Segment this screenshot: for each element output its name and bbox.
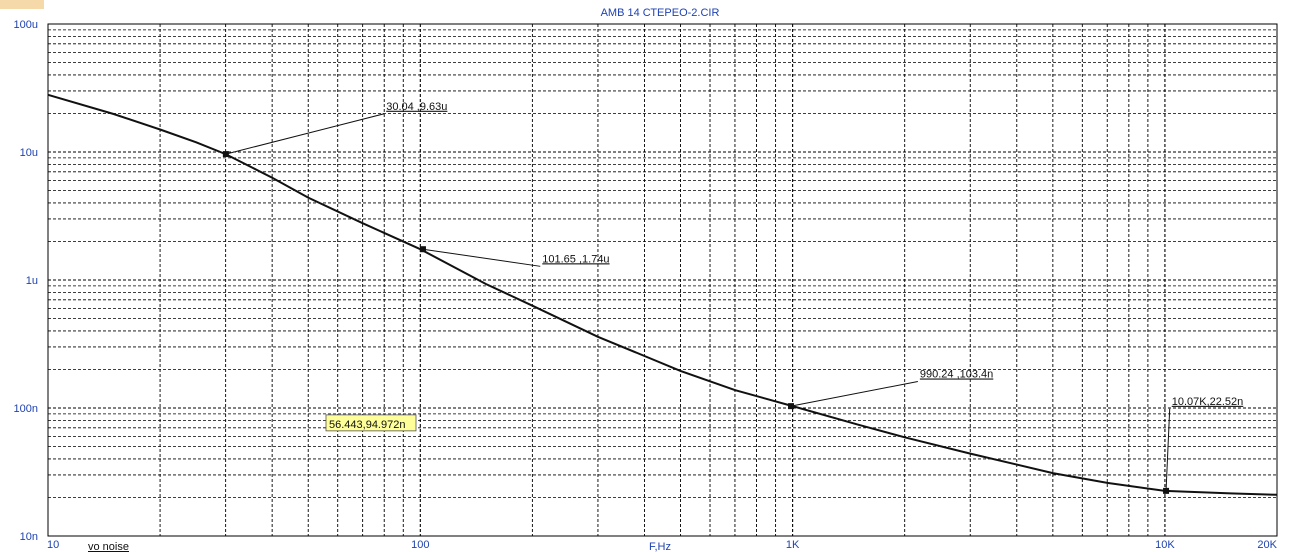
x-tick-label: 1K [786,539,800,551]
cursor-readout[interactable]: 56.443,94.972n [325,414,417,432]
corner-mark [0,0,44,9]
plot-frame [47,23,1278,537]
grid-lines [48,24,1277,536]
y-tick-label: 1u [26,275,38,287]
series-line-vo-noise [47,93,1278,496]
chart-title: AMB 14 СТЕРЕО-2.CIR [601,7,720,19]
x-axis-label: F,Hz [649,541,671,552]
annotation-label: 10.07K,22.52n [1172,396,1244,408]
x-tick-label: 20K [1257,539,1277,551]
x-tick-label: 10K [1155,539,1175,551]
annotation-label: 101.65 ,1.74u [542,253,609,265]
y-tick-label: 100u [14,19,38,31]
x-tick-label: 100 [411,539,429,551]
y-tick-label: 10u [20,147,38,159]
annotation-leader [422,248,541,267]
curve-markers [222,151,1170,494]
annotation-label: 30.04 ,9.63u [386,101,447,113]
cursor-readout-box [325,414,417,432]
y-tick-label: 10n [20,531,38,543]
annotation-label: 990.24 ,103.4n [920,369,993,381]
annotation-leader [1165,408,1171,491]
legend: vo noise [88,541,129,552]
annotation-leader [225,113,385,155]
x-tick-label: 10 [47,539,59,551]
annotation-leader [790,381,918,407]
legend-entry-vo-noise: vo noise [88,541,129,552]
cursor-readout-text: 56.443,94.972n [329,419,405,431]
y-tick-label: 100n [14,403,38,415]
annotations: 30.04 ,9.63u 101.65 ,1.74u 990.24 ,103.4n 1… [225,101,1244,491]
tick-labels: 10 100 1K 10K 20K 100u 10u 1u 100n 10n [14,19,1278,551]
